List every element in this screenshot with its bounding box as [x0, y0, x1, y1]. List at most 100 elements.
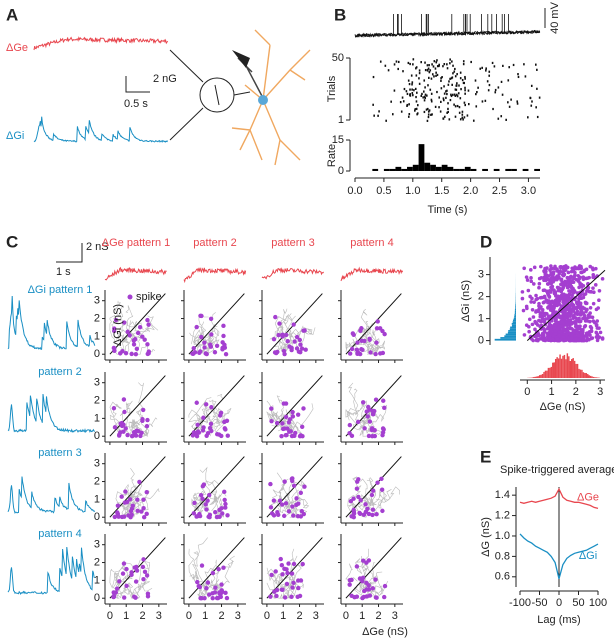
spike-dot [222, 489, 227, 495]
panel-label: C [6, 232, 18, 251]
spike-dot [373, 595, 379, 600]
scatter-point [547, 289, 552, 294]
scatter-point [529, 279, 534, 284]
spike-dot [365, 414, 370, 419]
spike-dot [382, 583, 388, 589]
spike-tick [412, 58, 415, 61]
spike-tick [461, 78, 464, 82]
spike-tick [464, 86, 466, 89]
trace [33, 36, 169, 51]
scatter-point [571, 280, 576, 285]
scatter-point [544, 298, 549, 302]
spike-dot [122, 409, 127, 415]
row-title: pattern 3 [38, 447, 81, 459]
spike-tick [459, 77, 462, 80]
spike-dot [295, 513, 301, 519]
x-tick-label: 0 [264, 610, 270, 622]
unity-line [345, 456, 402, 518]
spike-tick [494, 91, 497, 94]
scatter-point [569, 303, 573, 307]
spike-dot [127, 333, 132, 338]
scatter-point [597, 288, 602, 293]
spike-dot [205, 498, 210, 503]
marginal-bar [510, 326, 516, 329]
scatter-point [551, 307, 556, 311]
spike-dot [145, 591, 151, 596]
scatter-point [571, 268, 576, 272]
spike-tick [438, 106, 440, 109]
spike-tick [463, 101, 466, 104]
marginal-bar [507, 331, 516, 334]
spike-dot [298, 342, 303, 347]
marginal-bar [533, 376, 535, 378]
trajectory [129, 490, 150, 518]
scatter-point [559, 278, 563, 282]
marginal-bar [514, 312, 516, 315]
scatter-point [594, 266, 598, 271]
spike-dot [198, 493, 204, 498]
spike-dot [202, 340, 207, 345]
scatter-point [526, 288, 531, 293]
spike-dot [364, 587, 369, 592]
x-tick-label: 2 [296, 610, 302, 622]
spike-tick [422, 96, 424, 99]
scatter-point [583, 300, 588, 305]
spike-dot [380, 350, 386, 356]
spike-tick [470, 60, 472, 64]
x-tick-label: 1 [359, 610, 365, 622]
spike-dot [366, 511, 372, 517]
spike-dot [140, 564, 146, 570]
spike-tick [427, 113, 430, 116]
spike-tick [407, 115, 410, 118]
scatter-point [561, 271, 566, 276]
spike-tick [408, 103, 410, 106]
spike-tick [433, 60, 436, 63]
spike-tick [414, 108, 417, 111]
spike-dot [379, 487, 385, 492]
spike-tick [452, 93, 454, 96]
scatter-point [586, 337, 591, 342]
spike-dot [119, 420, 125, 426]
scatter-point [586, 285, 591, 290]
spike-dot [209, 332, 214, 337]
spike-tick [447, 110, 449, 114]
spike-tick [453, 93, 456, 96]
marginal-bar [573, 360, 576, 378]
spike-tick [436, 65, 439, 68]
spike-tick [447, 102, 449, 105]
scatter-point [575, 305, 579, 310]
spike-dot [222, 426, 227, 431]
spike-dot [282, 479, 287, 484]
spike-dot [301, 406, 306, 411]
scatter-point [558, 314, 563, 319]
scatter-point [566, 322, 570, 327]
spike-dot [269, 418, 274, 424]
spike-dot [129, 572, 134, 578]
marginal-bar [509, 328, 516, 331]
spike-tick [418, 69, 421, 72]
spike-dot [112, 425, 118, 430]
marginal-bar [594, 377, 596, 378]
scatter-point [540, 295, 544, 300]
spike-dot [223, 352, 229, 357]
spike-tick [431, 73, 434, 76]
spike-dot [285, 570, 290, 576]
histogram-bar [470, 168, 477, 171]
spike-dot [382, 405, 387, 411]
spike-dot [115, 503, 121, 508]
scatter-point [569, 284, 574, 289]
scatter-point [578, 275, 582, 280]
spike-tick [461, 113, 464, 116]
spike-dot [280, 572, 285, 577]
spike-tick [454, 105, 457, 108]
spike-tick [407, 79, 410, 82]
marginal-bar [515, 303, 516, 306]
spike-dot [349, 346, 355, 352]
spike-dot [294, 334, 300, 340]
scatter-point [595, 319, 600, 323]
marginal-bar [592, 376, 595, 378]
legend-marker [127, 294, 133, 300]
spike-tick [415, 95, 417, 99]
scatter-point [547, 274, 551, 278]
scatter-point [531, 315, 536, 319]
